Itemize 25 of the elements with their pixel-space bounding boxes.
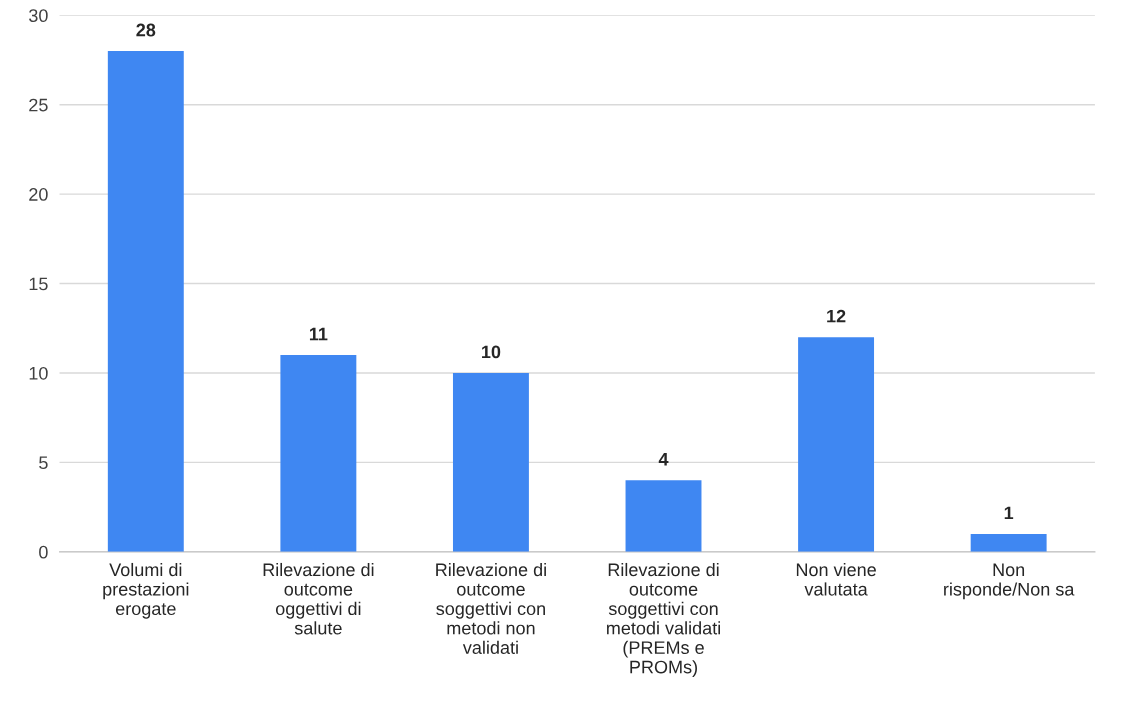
data-label: 12 — [827, 309, 846, 323]
y-tick-label: 20 — [29, 188, 48, 201]
x-tick-label: Rilevazione di outcome soggettivi con metodi validati (PREMs e PROMs) — [607, 562, 720, 677]
y-tick-label: 5 — [39, 456, 48, 470]
x-tick-label: Volumi di prestazioni erogate — [103, 562, 189, 619]
data-label: 10 — [482, 345, 501, 359]
y-tick-label: 15 — [29, 277, 48, 291]
bar — [798, 337, 875, 552]
data-label: 28 — [136, 23, 156, 37]
x-tick-label: Rilevazione di outcome soggettivi con metodi non validati — [436, 562, 546, 654]
y-tick-label: 0 — [39, 545, 48, 559]
data-label: 1 — [1004, 506, 1014, 520]
x-tick-label: Non viene valutata — [796, 562, 876, 596]
y-tick-label: 25 — [29, 98, 48, 112]
bar — [280, 355, 357, 552]
x-tick-label: Rilevazione di outcome oggettivi di salute — [263, 562, 374, 635]
data-label: 11 — [309, 327, 328, 341]
y-tick-label: 30 — [29, 9, 48, 23]
y-tick-label: 10 — [29, 366, 48, 380]
data-label: 4 — [658, 453, 669, 466]
bar — [107, 51, 184, 552]
bar — [625, 480, 702, 552]
bar — [452, 372, 529, 552]
x-tick-label: Non risponde/Non sa — [944, 563, 1075, 600]
bar — [970, 533, 1047, 552]
